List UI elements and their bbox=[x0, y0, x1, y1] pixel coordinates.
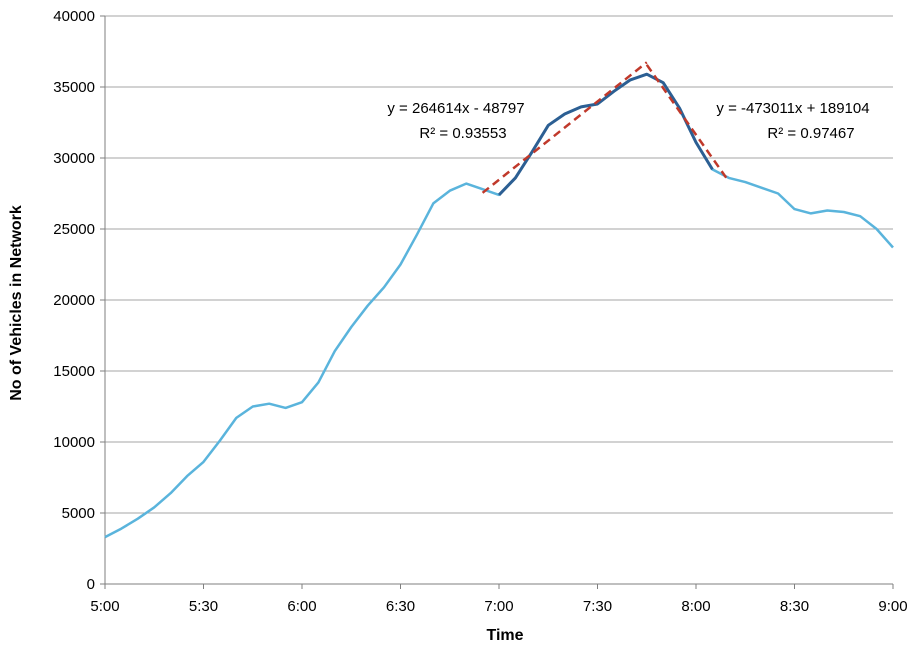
y-tick-label: 25000 bbox=[53, 221, 95, 238]
tick-labels: 0 5000 10000 15000 20000 25000 30000 35000 40000… bbox=[53, 8, 907, 615]
y-tick-label: 35000 bbox=[53, 79, 95, 96]
trendline-1 bbox=[481, 61, 648, 194]
trendline-2 bbox=[645, 64, 730, 183]
x-tick-label: 5:00 bbox=[90, 598, 119, 615]
trendline-2-r2: R² = 0.97467 bbox=[767, 125, 854, 142]
y-tick-label: 30000 bbox=[53, 150, 95, 167]
y-tick-label: 15000 bbox=[53, 363, 95, 380]
x-tick-label: 6:30 bbox=[386, 598, 415, 615]
series-line-main bbox=[104, 72, 894, 539]
trendline-1-r2: R² = 0.93553 bbox=[419, 125, 506, 142]
x-tick-label: 7:30 bbox=[583, 598, 612, 615]
y-tick-label: 10000 bbox=[53, 434, 95, 451]
axes bbox=[100, 15, 894, 589]
x-tick-label: 6:00 bbox=[287, 598, 316, 615]
y-tick-label: 40000 bbox=[53, 8, 95, 25]
series-lines bbox=[104, 61, 894, 539]
y-axis-title: No of Vehicles in Network bbox=[8, 205, 25, 401]
x-tick-label: 5:30 bbox=[189, 598, 218, 615]
y-tick-label: 5000 bbox=[62, 505, 95, 522]
y-tick-label: 20000 bbox=[53, 292, 95, 309]
x-tick-label: 8:30 bbox=[780, 598, 809, 615]
y-tick-label: 0 bbox=[87, 576, 95, 593]
x-tick-label: 9:00 bbox=[878, 598, 907, 615]
series-line-highlight bbox=[497, 72, 714, 196]
grid-lines bbox=[105, 15, 893, 514]
trendline-2-equation: y = -473011x + 189104 bbox=[716, 100, 869, 117]
x-tick-label: 7:00 bbox=[484, 598, 513, 615]
x-axis-title: Time bbox=[486, 627, 523, 644]
trendline-1-equation: y = 264614x - 48797 bbox=[387, 100, 524, 117]
x-tick-label: 8:00 bbox=[681, 598, 710, 615]
